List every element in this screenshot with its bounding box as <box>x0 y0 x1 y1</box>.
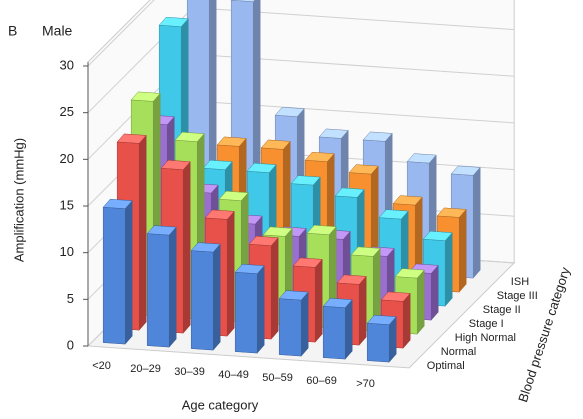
z-tick-label: High Normal <box>455 332 516 344</box>
y-axis-title: Amplification (mmHg) <box>11 138 26 262</box>
bar-face <box>304 151 335 162</box>
z-tick-label: ISH <box>511 276 529 288</box>
bar <box>102 198 133 345</box>
bar-face <box>416 269 425 335</box>
x-tick-label: 40–49 <box>218 369 249 381</box>
bar-face <box>270 237 279 340</box>
bar <box>190 242 221 351</box>
panel-label: B <box>8 23 17 39</box>
bar-face <box>158 16 189 27</box>
bar-face <box>256 265 265 354</box>
bar <box>278 290 309 357</box>
z-tick-label: Stage II <box>483 304 521 316</box>
x-tick-label: 60–69 <box>306 375 337 387</box>
bar-face <box>146 233 170 348</box>
bar-face <box>450 165 481 176</box>
y-tick-label: 10 <box>60 244 74 259</box>
bar-face <box>160 159 191 170</box>
bar-face <box>102 198 133 209</box>
grid-line <box>87 0 155 67</box>
bar-face <box>350 246 381 257</box>
y-tick-label: 15 <box>60 197 74 212</box>
bar-face <box>344 299 353 360</box>
bar <box>322 297 353 360</box>
bar-face <box>182 161 191 334</box>
chart-title: Male <box>42 23 73 39</box>
bar-face <box>204 209 235 220</box>
bar-face <box>300 291 309 357</box>
bar-face <box>234 271 258 354</box>
bar-face <box>334 187 365 198</box>
bar <box>366 314 397 363</box>
bar-face <box>102 206 126 345</box>
y-tick-label: 5 <box>67 291 74 306</box>
bar-face <box>362 131 393 142</box>
bar-face <box>366 314 397 325</box>
bar-face <box>406 153 437 164</box>
z-tick-label: Optimal <box>427 360 465 372</box>
bar-face <box>458 208 467 293</box>
bar-face <box>366 322 390 363</box>
bar-face <box>146 225 177 236</box>
bar-face <box>306 224 337 235</box>
x-tick-label: 30–39 <box>174 366 205 378</box>
bar-face <box>402 292 411 349</box>
bar-face <box>422 230 453 241</box>
bar <box>146 225 177 348</box>
bar-face <box>138 134 147 331</box>
bar-face <box>348 164 379 175</box>
bar-face <box>190 250 214 351</box>
bar <box>234 263 265 354</box>
bar-face <box>216 136 247 147</box>
bar-face <box>322 297 353 308</box>
z-tick-label: Normal <box>441 346 476 358</box>
bar-face <box>202 159 233 170</box>
bar-face <box>262 226 293 237</box>
bar-face <box>358 275 367 346</box>
bar-face <box>248 235 279 246</box>
bar-face <box>246 162 277 173</box>
bar-face <box>218 190 249 201</box>
y-tick-label: 25 <box>60 104 74 119</box>
bar-face <box>274 106 305 117</box>
z-tick-label: Stage III <box>497 290 538 302</box>
bar-face <box>444 232 453 307</box>
x-axis-title: Age category <box>182 397 259 412</box>
bar-face <box>116 133 147 144</box>
bar-face <box>226 210 235 337</box>
bar-face <box>278 298 302 357</box>
bar-face <box>212 243 221 351</box>
bar-face <box>336 274 367 285</box>
bar-face <box>260 139 291 150</box>
x-tick-label: >70 <box>356 378 375 390</box>
y-tick-label: 30 <box>60 57 74 72</box>
bar-face <box>190 242 221 253</box>
y-tick-label: 20 <box>60 151 74 166</box>
bar-face <box>124 200 133 345</box>
bar-face <box>378 209 409 220</box>
bar-face <box>230 0 256 2</box>
bar-face <box>290 175 321 186</box>
bar-face <box>314 258 323 343</box>
bar-face <box>174 131 205 142</box>
bar-face <box>430 264 439 321</box>
bar-face <box>322 305 346 360</box>
bar-face <box>234 263 265 274</box>
bar-face <box>394 268 425 279</box>
bar-face <box>130 91 161 102</box>
bar-face <box>318 128 349 139</box>
bar-face <box>292 257 323 268</box>
bar-face <box>380 291 411 302</box>
bar-face <box>472 166 481 279</box>
bar-face <box>436 207 467 218</box>
bar-face <box>168 226 177 348</box>
y-tick-label: 0 <box>67 337 74 352</box>
x-tick-label: 50–59 <box>262 372 293 384</box>
bar-face <box>278 290 309 301</box>
bar-face <box>392 195 423 206</box>
x-tick-label: 20–29 <box>130 363 161 375</box>
z-tick-label: Stage I <box>469 318 504 330</box>
x-tick-label: <20 <box>92 360 111 372</box>
